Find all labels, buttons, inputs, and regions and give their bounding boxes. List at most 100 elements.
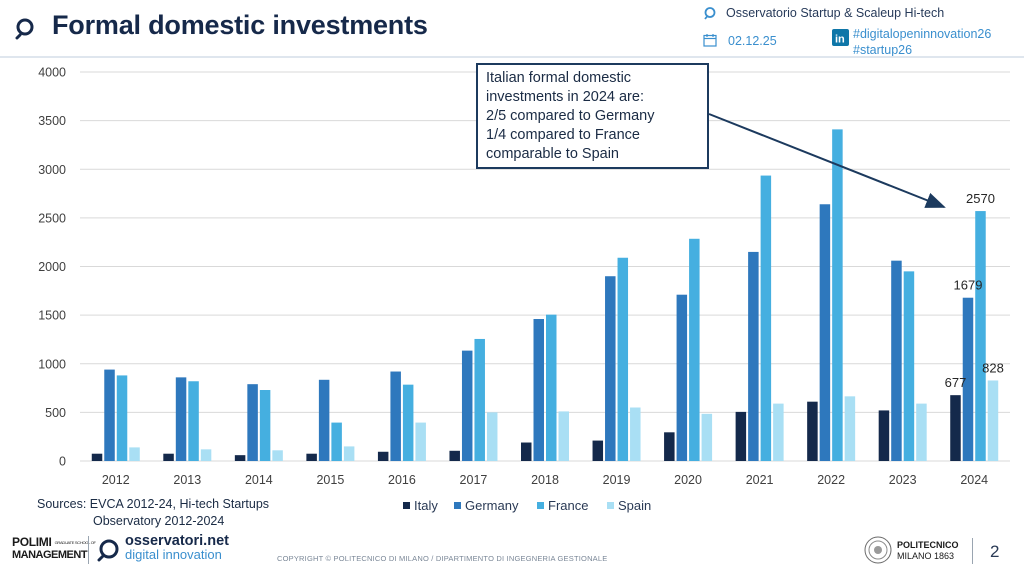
data-label: 677 (945, 375, 967, 390)
callout-line: comparable to Spain (486, 146, 619, 162)
footer-divider (88, 536, 89, 564)
data-label: 2570 (966, 191, 995, 206)
polimi-logo-line2: MANAGEMENT (12, 549, 88, 561)
callout-arrow (708, 113, 946, 208)
bar-france-2021 (760, 175, 772, 461)
bar-italy-2019 (592, 440, 604, 461)
data-label: 1679 (954, 278, 983, 293)
svg-text:in: in (835, 34, 845, 46)
page-title: Formal domestic investments (52, 10, 428, 40)
x-tick-label: 2021 (746, 473, 774, 487)
bar-france-2019 (617, 257, 629, 461)
bar-france-2024 (975, 211, 986, 461)
y-tick-label: 500 (45, 406, 66, 420)
data-label: 828 (982, 360, 1004, 375)
legend-label: Italy (414, 498, 438, 513)
bar-france-2018 (546, 314, 557, 461)
legend-swatch (537, 502, 544, 509)
x-tick-label: 2020 (674, 473, 702, 487)
politecnico-seal-icon (864, 536, 892, 564)
x-tick-label: 2013 (173, 473, 201, 487)
sources-line: Observatory 2012-2024 (93, 514, 225, 528)
bar-spain-2016 (415, 422, 426, 461)
bar-france-2014 (259, 390, 271, 461)
bar-germany-2020 (676, 294, 688, 461)
bar-spain-2015 (343, 446, 355, 461)
bar-spain-2024 (987, 380, 999, 461)
y-tick-label: 2500 (38, 211, 66, 225)
bar-france-2016 (402, 384, 414, 461)
bar-germany-2015 (318, 379, 330, 461)
bar-germany-2019 (605, 276, 616, 461)
bar-spain-2023 (916, 403, 927, 461)
y-tick-label: 3000 (38, 163, 66, 177)
bar-italy-2023 (878, 410, 890, 461)
callout-line: 1/4 compared to France (486, 127, 640, 143)
callout-line: 2/5 compared to Germany (486, 108, 655, 124)
bar-france-2020 (689, 238, 700, 461)
polimi-logo-line1: POLIMI (12, 535, 52, 549)
bar-spain-2012 (129, 447, 140, 461)
bar-spain-2020 (701, 413, 713, 461)
osservatori-logo-icon (97, 539, 119, 562)
y-tick-label: 1000 (38, 357, 66, 371)
bar-germany-2023 (891, 260, 902, 461)
bar-france-2012 (116, 375, 128, 461)
x-tick-label: 2022 (817, 473, 845, 487)
bar-germany-2021 (748, 251, 759, 461)
x-tick-label: 2018 (531, 473, 559, 487)
legend-swatch (403, 502, 410, 509)
bar-spain-2021 (773, 403, 784, 461)
bar-france-2023 (903, 271, 915, 461)
y-tick-label: 3500 (38, 114, 66, 128)
bar-germany-2014 (247, 384, 258, 461)
bar-italy-2022 (807, 401, 818, 461)
header-divider (0, 56, 1024, 58)
bar-france-2013 (188, 381, 199, 461)
x-tick-label: 2017 (460, 473, 488, 487)
y-tick-label: 1500 (38, 309, 66, 323)
bar-germany-2022 (819, 204, 831, 461)
copyright-text: COPYRIGHT © POLITECNICO DI MILANO / DIPA… (277, 554, 608, 563)
bar-spain-2019 (630, 407, 641, 461)
polimi-logo: POLIMI GRADUATE SCHOOL OF MANAGEMENT (12, 536, 96, 561)
polimi-logo-small: GRADUATE SCHOOL OF (54, 540, 96, 545)
bar-germany-2018 (533, 319, 544, 461)
politecnico-logo: POLITECNICO MILANO 1863 (897, 540, 959, 562)
politecnico-line1: POLITECNICO (897, 540, 959, 550)
legend-label: Germany (465, 498, 519, 513)
callout-box: Italian formal domestic investments in 2… (476, 63, 709, 169)
bar-italy-2013 (163, 453, 174, 461)
bar-italy-2016 (377, 451, 389, 461)
legend-item-spain: Spain (607, 498, 651, 513)
x-tick-label: 2012 (102, 473, 130, 487)
x-tick-label: 2016 (388, 473, 416, 487)
bar-italy-2018 (521, 442, 532, 461)
calendar-icon (703, 34, 717, 47)
bar-germany-2017 (461, 350, 473, 461)
sources-note: Sources: EVCA 2012-24, Hi-tech Startups … (37, 496, 269, 530)
callout-line: Italian formal domestic (486, 70, 632, 86)
legend-swatch (607, 502, 614, 509)
legend-item-germany: Germany (454, 498, 518, 513)
bar-italy-2024 (950, 395, 961, 461)
observatory-icon (704, 7, 716, 20)
page-number: 2 (990, 542, 1000, 561)
linkedin-icon[interactable]: in (832, 29, 849, 46)
hashtag-2[interactable]: #startup26 (853, 43, 913, 57)
bar-france-2022 (832, 129, 843, 461)
osservatori-logo: osservatori.net digital innovation (125, 534, 229, 562)
bar-spain-2022 (844, 396, 856, 461)
x-tick-label: 2019 (603, 473, 631, 487)
footer-divider (972, 538, 973, 564)
legend-item-italy: Italy (403, 498, 438, 513)
hashtag-1[interactable]: #digitalopeninnovation26 (853, 27, 992, 41)
x-tick-label: 2014 (245, 473, 273, 487)
x-tick-label: 2024 (960, 473, 988, 487)
bar-italy-2012 (91, 453, 103, 461)
legend-label: France (548, 498, 589, 513)
bar-italy-2015 (306, 453, 317, 461)
bar-germany-2024 (962, 297, 974, 461)
bar-spain-2018 (558, 411, 569, 461)
bar-germany-2012 (104, 369, 115, 461)
